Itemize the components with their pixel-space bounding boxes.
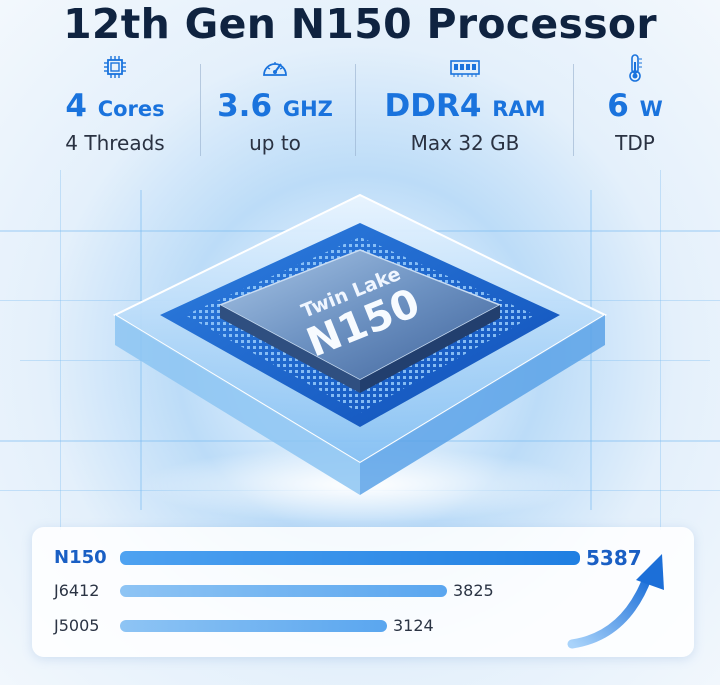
spec-cores: 4 Cores 4 Threads <box>30 52 200 162</box>
spec-tdp-value: 6 W <box>607 88 663 124</box>
benchmark-label: J5005 <box>54 616 100 635</box>
spec-memory: DDR4 RAM Max 32 GB <box>370 52 560 162</box>
processor-chip-illustration: Twin Lake N150 <box>0 165 720 525</box>
spec-divider <box>355 64 356 156</box>
ram-module-icon <box>450 60 480 77</box>
upward-trend-arrow-icon <box>567 554 664 649</box>
spec-divider <box>200 64 201 156</box>
spec-frequency-value: 3.6 GHZ <box>217 88 333 124</box>
benchmark-label: J6412 <box>54 581 100 600</box>
benchmark-score: 3124 <box>393 616 434 635</box>
spec-frequency-sub: up to <box>249 131 301 155</box>
spec-memory-value: DDR4 RAM <box>384 88 546 124</box>
spec-cores-sub: 4 Threads <box>65 131 165 155</box>
benchmark-row-n150: N150 5387 <box>32 547 694 569</box>
benchmark-row-j6412: J6412 3825 <box>32 580 694 602</box>
cpu-icon <box>104 56 126 78</box>
thermometer-icon <box>629 54 642 82</box>
speedometer-icon <box>263 62 287 76</box>
page-title: 12th Gen N150 Processor <box>63 0 657 48</box>
benchmark-row-j5005: J5005 3124 <box>32 615 694 637</box>
spec-cores-value: 4 Cores <box>65 88 165 124</box>
spec-row: 4 Cores 4 Threads 3.6 GHZ up to DDR4 RAM… <box>0 52 720 162</box>
benchmark-track <box>120 551 580 565</box>
benchmark-bar <box>120 620 387 632</box>
spec-tdp-sub: TDP <box>615 131 655 155</box>
benchmark-panel: N150 5387 J6412 3825 J5005 3124 <box>32 527 694 657</box>
spec-tdp: 6 W TDP <box>580 52 690 162</box>
benchmark-score: 5387 <box>586 546 642 570</box>
spec-frequency: 3.6 GHZ up to <box>200 52 350 162</box>
spec-divider <box>573 64 574 156</box>
benchmark-bar <box>120 585 447 597</box>
benchmark-score: 3825 <box>453 581 494 600</box>
benchmark-label: N150 <box>54 547 107 568</box>
benchmark-track <box>120 620 560 632</box>
spec-memory-sub: Max 32 GB <box>410 131 520 155</box>
benchmark-track <box>120 585 560 597</box>
benchmark-bar <box>120 551 580 565</box>
